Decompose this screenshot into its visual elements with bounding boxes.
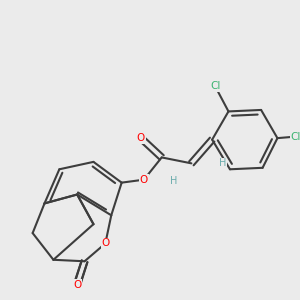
Text: O: O [137,133,145,143]
Text: O: O [73,280,81,290]
Text: O: O [140,175,148,185]
Text: Cl: Cl [290,132,300,142]
Text: H: H [170,176,177,186]
Text: O: O [101,238,110,248]
Text: H: H [219,158,226,168]
Text: Cl: Cl [210,81,220,91]
